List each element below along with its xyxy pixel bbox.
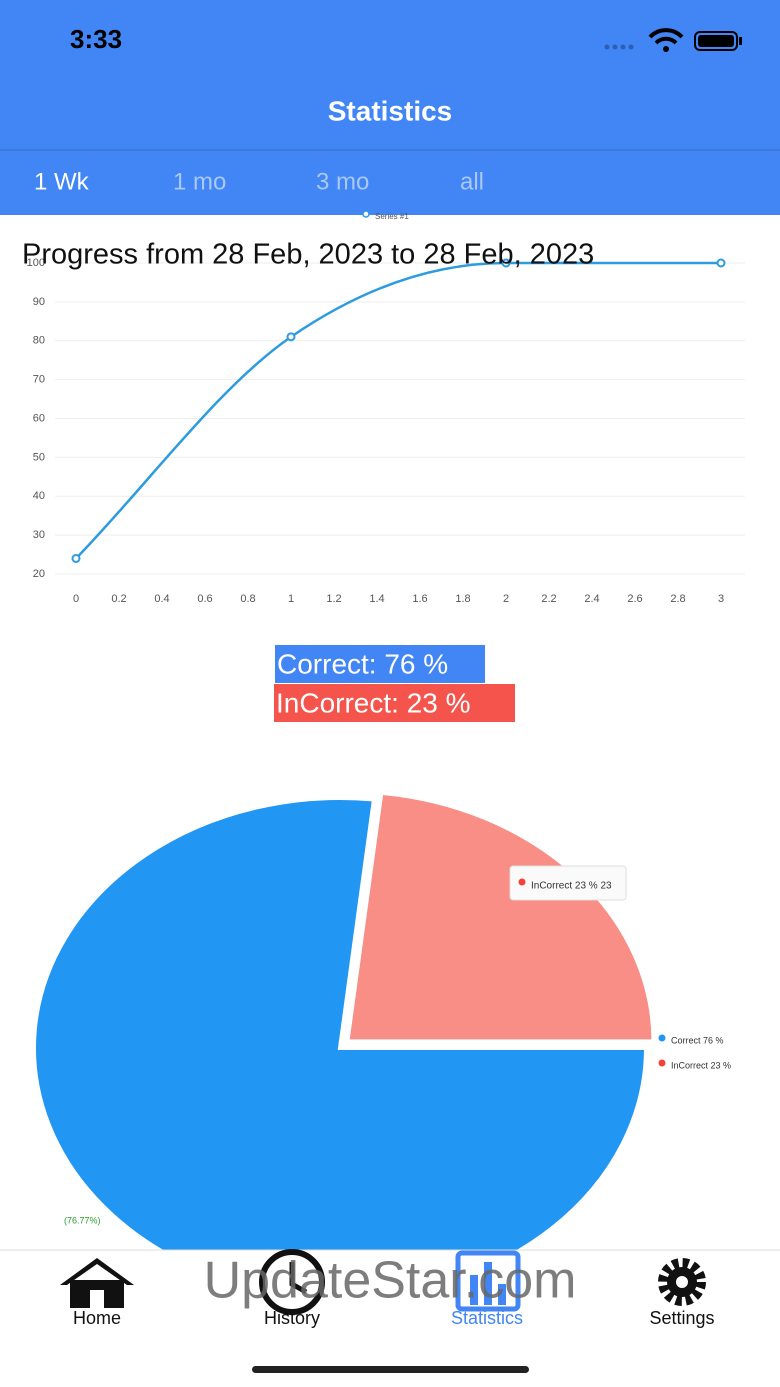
legend-dot (658, 1059, 666, 1067)
home-icon (60, 1258, 134, 1308)
x-tick-label: 3 (718, 593, 724, 605)
line-chart: 20 30 40 50 60 70 80 90 100 0 0.2 0.4 0.6 0.8 1 1.2 1.4 1… (22, 210, 745, 605)
y-tick-label: 60 (33, 412, 45, 424)
watermark: UpdateStar.com (204, 1252, 577, 1310)
y-tick-label: 50 (33, 451, 45, 463)
pie-chart: Correct 76 % InCorrect 23 % (76.77%) InCorr… (32, 790, 731, 1300)
y-tick-label: 80 (33, 335, 45, 347)
tooltip-dot (518, 878, 526, 886)
line-point (501, 258, 511, 268)
x-tick-label: 2.4 (584, 593, 599, 605)
nav-background (0, 1250, 780, 1387)
y-tick-label: 40 (33, 490, 45, 502)
y-tick-label: 20 (33, 568, 45, 580)
line-point (286, 332, 296, 342)
x-tick-label: 1.6 (412, 593, 427, 605)
header-title: Statistics (328, 95, 453, 126)
summary-box (274, 684, 515, 722)
x-tick-label: 1 (288, 593, 294, 605)
legend-label: InCorrect 23 % (671, 1060, 731, 1070)
legend-label: Correct 76 % (671, 1035, 724, 1045)
pie-slice[interactable] (32, 796, 649, 1300)
x-tick-label: 0.8 (240, 593, 255, 605)
x-tick-label: 2.8 (670, 593, 685, 605)
nav-label[interactable]: Settings (649, 1308, 714, 1328)
tooltip-text: InCorrect 23 % 23 (531, 881, 612, 892)
x-tick-label: 1.8 (455, 593, 470, 605)
line-point (71, 553, 81, 563)
y-tick-label: 30 (33, 529, 45, 541)
legend-dot (658, 1034, 666, 1042)
nav-label[interactable]: History (264, 1308, 320, 1328)
summary-box (275, 645, 485, 683)
pie-slice[interactable] (345, 790, 656, 1044)
tab-bar: 1 Wk 1 mo 3 mo all (34, 168, 484, 195)
tooltip-box (509, 865, 627, 901)
nav-label[interactable]: Statistics (451, 1308, 523, 1328)
x-tick-label: 0 (73, 593, 79, 605)
x-tick-label: 0.4 (154, 593, 169, 605)
x-tick-label: 0.6 (197, 593, 212, 605)
x-tick-label: 1.2 (326, 593, 341, 605)
tab[interactable]: all (460, 168, 484, 195)
status-time: 3:33 (70, 24, 122, 54)
chart-title: Progress from 28 Feb, 2023 to 28 Feb, 20… (22, 239, 594, 271)
bottom-nav: Home History Statistics Settings UpdateStar… (0, 1249, 780, 1387)
settings-icon (658, 1258, 706, 1306)
summary-text: InCorrect: 23 % (276, 687, 471, 718)
summary-boxes: Correct: 76 % InCorrect: 23 % (274, 645, 515, 722)
x-tick-label: 1.4 (369, 593, 384, 605)
slice-annotation: (76.77%) (64, 1215, 101, 1225)
nav-labels: Home History Statistics Settings (73, 1308, 715, 1328)
tab[interactable]: 3 mo (316, 168, 369, 195)
line-point (716, 258, 726, 268)
tab[interactable]: 1 mo (173, 168, 226, 195)
line-series (75, 261, 721, 560)
y-tick-label: 90 (33, 296, 45, 308)
x-tick-label: 2.2 (541, 593, 556, 605)
home-indicator (252, 1366, 529, 1373)
x-tick-label: 2.6 (627, 593, 642, 605)
statistics-icon (455, 1250, 521, 1312)
x-tick-label: 0.2 (111, 593, 126, 605)
summary-text: Correct: 76 % (277, 648, 448, 679)
status-icons (604, 28, 742, 52)
legend-marker (362, 210, 370, 218)
nav-label[interactable]: Home (73, 1308, 121, 1328)
legend-label: Series #1 (375, 212, 409, 221)
history-icon (259, 1249, 325, 1315)
x-tick-label: 2 (503, 593, 509, 605)
y-tick-label: 100 (27, 257, 45, 269)
y-tick-label: 70 (33, 374, 45, 386)
tab[interactable]: 1 Wk (34, 168, 90, 195)
